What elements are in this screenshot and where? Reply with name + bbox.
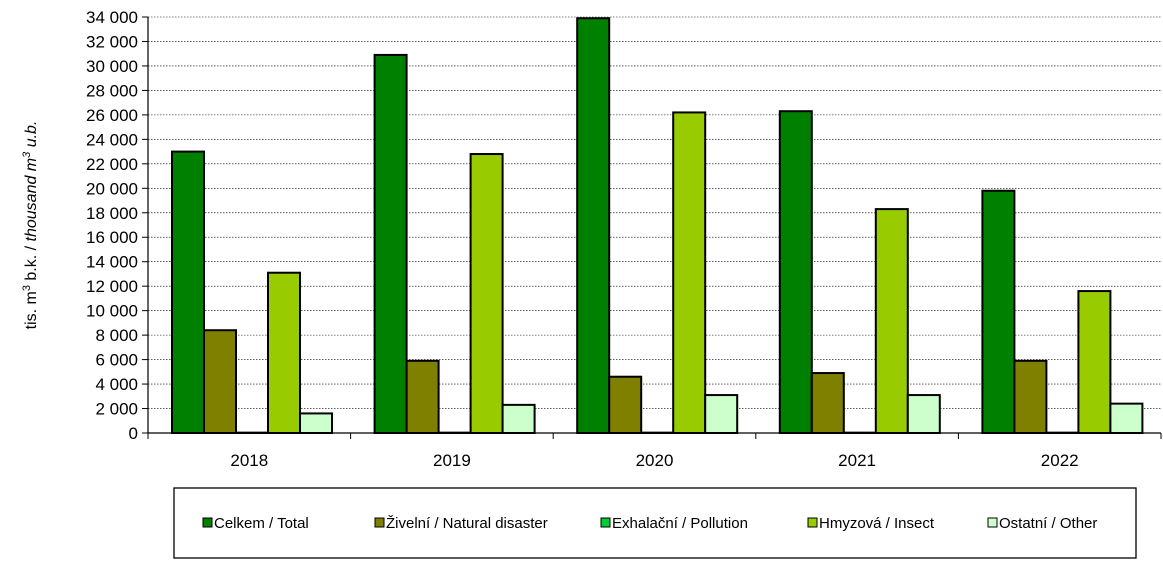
y-tick-label: 28 000	[86, 81, 138, 100]
y-tick-label: 16 000	[86, 228, 138, 247]
bar-2021-5	[906, 394, 941, 434]
y-tick-label: 26 000	[86, 106, 138, 125]
bar-2021-2	[810, 372, 845, 434]
x-tick-label: 2018	[230, 451, 268, 470]
y-tick-label: 30 000	[86, 57, 138, 76]
bar-2020-4	[672, 111, 707, 434]
legend-label: Hmyzová / Insect	[819, 515, 935, 532]
legend-label: Živelní / Natural disaster	[386, 515, 548, 532]
legend-swatch	[202, 517, 213, 528]
legend-swatch	[374, 517, 385, 528]
bar-2022-1	[981, 189, 1016, 434]
y-tick-label: 22 000	[86, 155, 138, 174]
legend-label: Exhalační / Pollution	[612, 515, 748, 532]
legend: Celkem / Total Živelní / Natural disaster…	[202, 515, 1097, 532]
x-axis-labels: 2018 2019 2020 2021 2022	[230, 451, 1078, 470]
y-axis-ticks: 0 2 000 4 000 6 000 8 000 10 000 12 000 14 000 1…	[86, 8, 148, 443]
legend-swatch	[600, 517, 611, 528]
y-tick-label: 10 000	[86, 302, 138, 321]
bar-2018-1	[171, 150, 205, 435]
bar-2022-4	[1077, 290, 1112, 434]
y-tick-label: 14 000	[86, 253, 138, 272]
bar-2018-5	[299, 412, 333, 434]
y-tick-label: 20 000	[86, 179, 138, 198]
bar-2022-2	[1013, 359, 1048, 434]
y-tick-label: 4 000	[95, 375, 138, 394]
bar-2020-2	[608, 375, 643, 435]
bar-2020-1	[576, 17, 611, 434]
bar-2021-1	[778, 110, 813, 434]
y-tick-label: 18 000	[86, 204, 138, 223]
x-tick-label: 2019	[433, 451, 471, 470]
axes	[147, 17, 1162, 439]
y-tick-label: 24 000	[86, 130, 138, 149]
y-tick-label: 0	[129, 424, 138, 443]
y-tick-label: 12 000	[86, 277, 138, 296]
x-tick-label: 2022	[1041, 451, 1079, 470]
bar-2019-2	[405, 359, 440, 434]
bar-2021-4	[874, 208, 909, 434]
bar-2019-1	[373, 53, 408, 434]
x-tick-label: 2020	[636, 451, 674, 470]
legend-label: Ostatní / Other	[999, 515, 1097, 532]
bars	[171, 17, 1144, 435]
legend-swatch	[987, 517, 998, 528]
legend-box	[173, 487, 1137, 559]
bar-2019-5	[501, 403, 536, 435]
bar-2018-2	[203, 329, 237, 435]
legend-label: Celkem / Total	[214, 515, 309, 532]
y-axis-title: tis. m3 b.k. / thousand m3 u.b.	[21, 121, 40, 330]
y-tick-label: 32 000	[86, 32, 138, 51]
legend-swatch	[807, 517, 818, 528]
bar-2020-5	[704, 394, 739, 434]
x-tick-label: 2021	[838, 451, 876, 470]
y-tick-label: 8 000	[95, 326, 138, 345]
y-tick-label: 6 000	[95, 351, 138, 370]
bar-2018-4	[267, 271, 301, 434]
bar-2022-5	[1109, 402, 1144, 434]
y-tick-label: 34 000	[86, 8, 138, 27]
bar-2019-4	[469, 153, 504, 434]
y-tick-label: 2 000	[95, 400, 138, 419]
